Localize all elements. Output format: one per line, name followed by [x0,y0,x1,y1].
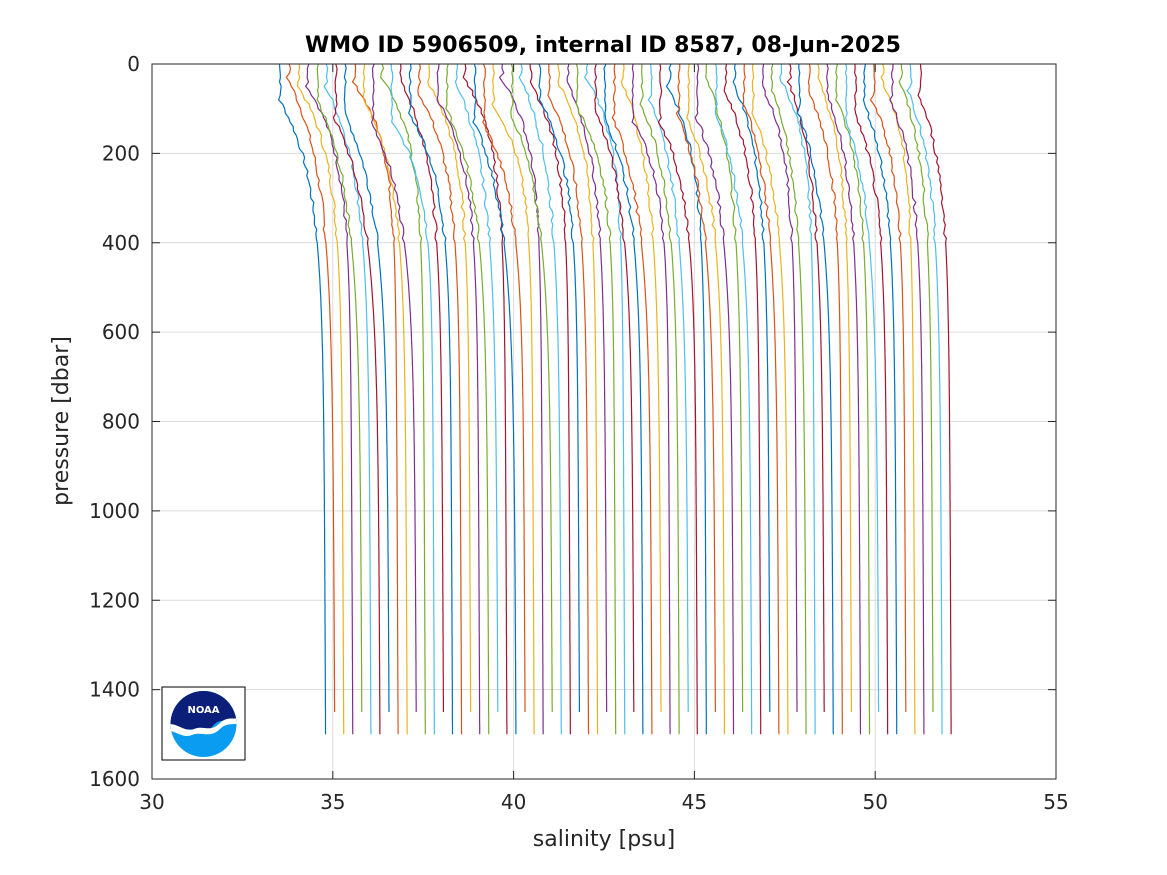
profile-line [889,63,925,735]
profile-line [705,63,744,712]
y-axis-label: pressure [dbar] [49,336,74,506]
profile-line [566,63,608,712]
x-tick-label: 50 [862,790,887,814]
profile-line [620,63,662,712]
profile-line [408,63,454,735]
profile-line [445,63,490,735]
profile-line [779,63,816,735]
y-tick-label: 200 [102,141,140,165]
profile-line [296,63,345,735]
y-tick-label: 600 [102,320,140,344]
profile-line [427,63,472,712]
profile-line [675,63,717,712]
profile-line [853,63,889,735]
profile-lines [277,63,952,735]
x-tick-label: 30 [139,790,164,814]
profile-line [796,63,834,735]
profile-line [370,63,417,712]
profile-line [362,63,408,735]
profile-line [694,63,735,735]
profile-line [557,63,599,735]
profile-line [498,63,544,735]
profile-line [770,63,807,735]
profile-line [751,63,789,735]
profile-line [647,63,689,712]
profile-line [491,63,535,735]
profile-line [835,63,871,735]
x-tick-label: 35 [320,790,345,814]
profile-line [807,63,843,735]
profile-line [817,63,853,712]
y-tick-label: 1200 [89,588,140,612]
profile-line [898,63,934,712]
profile-line [686,63,726,735]
profile-line [603,63,644,735]
profile-line [518,63,562,735]
profile-line [436,63,481,735]
profile-line [714,63,753,735]
profile-line [880,63,916,735]
profile-line [594,63,635,712]
profile-line [869,63,907,712]
profile-line [732,63,771,712]
axis-ticks: 30 35 40 45 50 55 0 200 400 600 800 1000 1200 1400 160… [89,52,1069,814]
profile-line [786,63,825,712]
profile-line [538,63,581,712]
profile-line [510,63,553,712]
profile-line [390,64,435,735]
profile-line [575,63,617,735]
profile-line [332,63,381,735]
profile-line [462,63,508,735]
chart-title: WMO ID 5906509, internal ID 8587, 08-Jun… [305,33,901,58]
profile-line [454,63,499,712]
profile-line [917,63,952,735]
profile-line [906,63,943,735]
profile-line [304,63,354,735]
profile-line [277,63,327,735]
profile-line [285,63,336,712]
profile-line [761,63,798,712]
profile-line [657,63,698,735]
profile-line [399,63,444,712]
profile-line [343,63,390,712]
profile-line [631,63,671,735]
y-tick-label: 800 [102,410,140,434]
profile-line [844,63,880,712]
profile-line [862,63,898,735]
profile-line [417,63,463,735]
profile-line [826,63,862,735]
profile-line [611,63,653,735]
profile-line [323,63,372,735]
profile-line [723,63,762,735]
y-tick-label: 1600 [89,767,140,791]
profile-line [547,63,590,735]
x-tick-label: 55 [1043,790,1068,814]
logo-text: NOAA [187,705,219,716]
profile-line [639,63,680,735]
x-tick-label: 45 [682,790,707,814]
x-tick-label: 40 [501,790,526,814]
profile-line [742,63,780,735]
y-tick-label: 400 [102,231,140,255]
profile-line [351,63,399,735]
profile-line [316,63,363,712]
profile-line [529,63,571,735]
x-axis-label: salinity [psu] [533,827,675,852]
logo-band [170,717,237,736]
y-tick-label: 1000 [89,499,140,523]
noaa-logo: NOAA [161,686,246,761]
profile-line [482,63,526,712]
y-tick-label: 1400 [89,678,140,702]
profile-line [472,63,517,735]
y-tick-label: 0 [127,52,140,76]
